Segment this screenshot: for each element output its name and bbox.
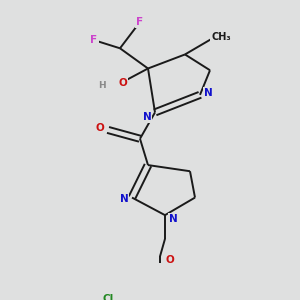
Text: CH₃: CH₃ [211,32,231,42]
Text: O: O [96,123,104,133]
Text: N: N [169,214,177,224]
Text: N: N [142,112,152,122]
Text: H: H [98,81,106,90]
Text: N: N [120,194,128,204]
Text: N: N [204,88,212,98]
Text: O: O [118,78,127,88]
Text: F: F [136,17,144,27]
Text: Cl: Cl [103,294,114,300]
Text: O: O [166,255,174,265]
Text: F: F [90,34,98,44]
